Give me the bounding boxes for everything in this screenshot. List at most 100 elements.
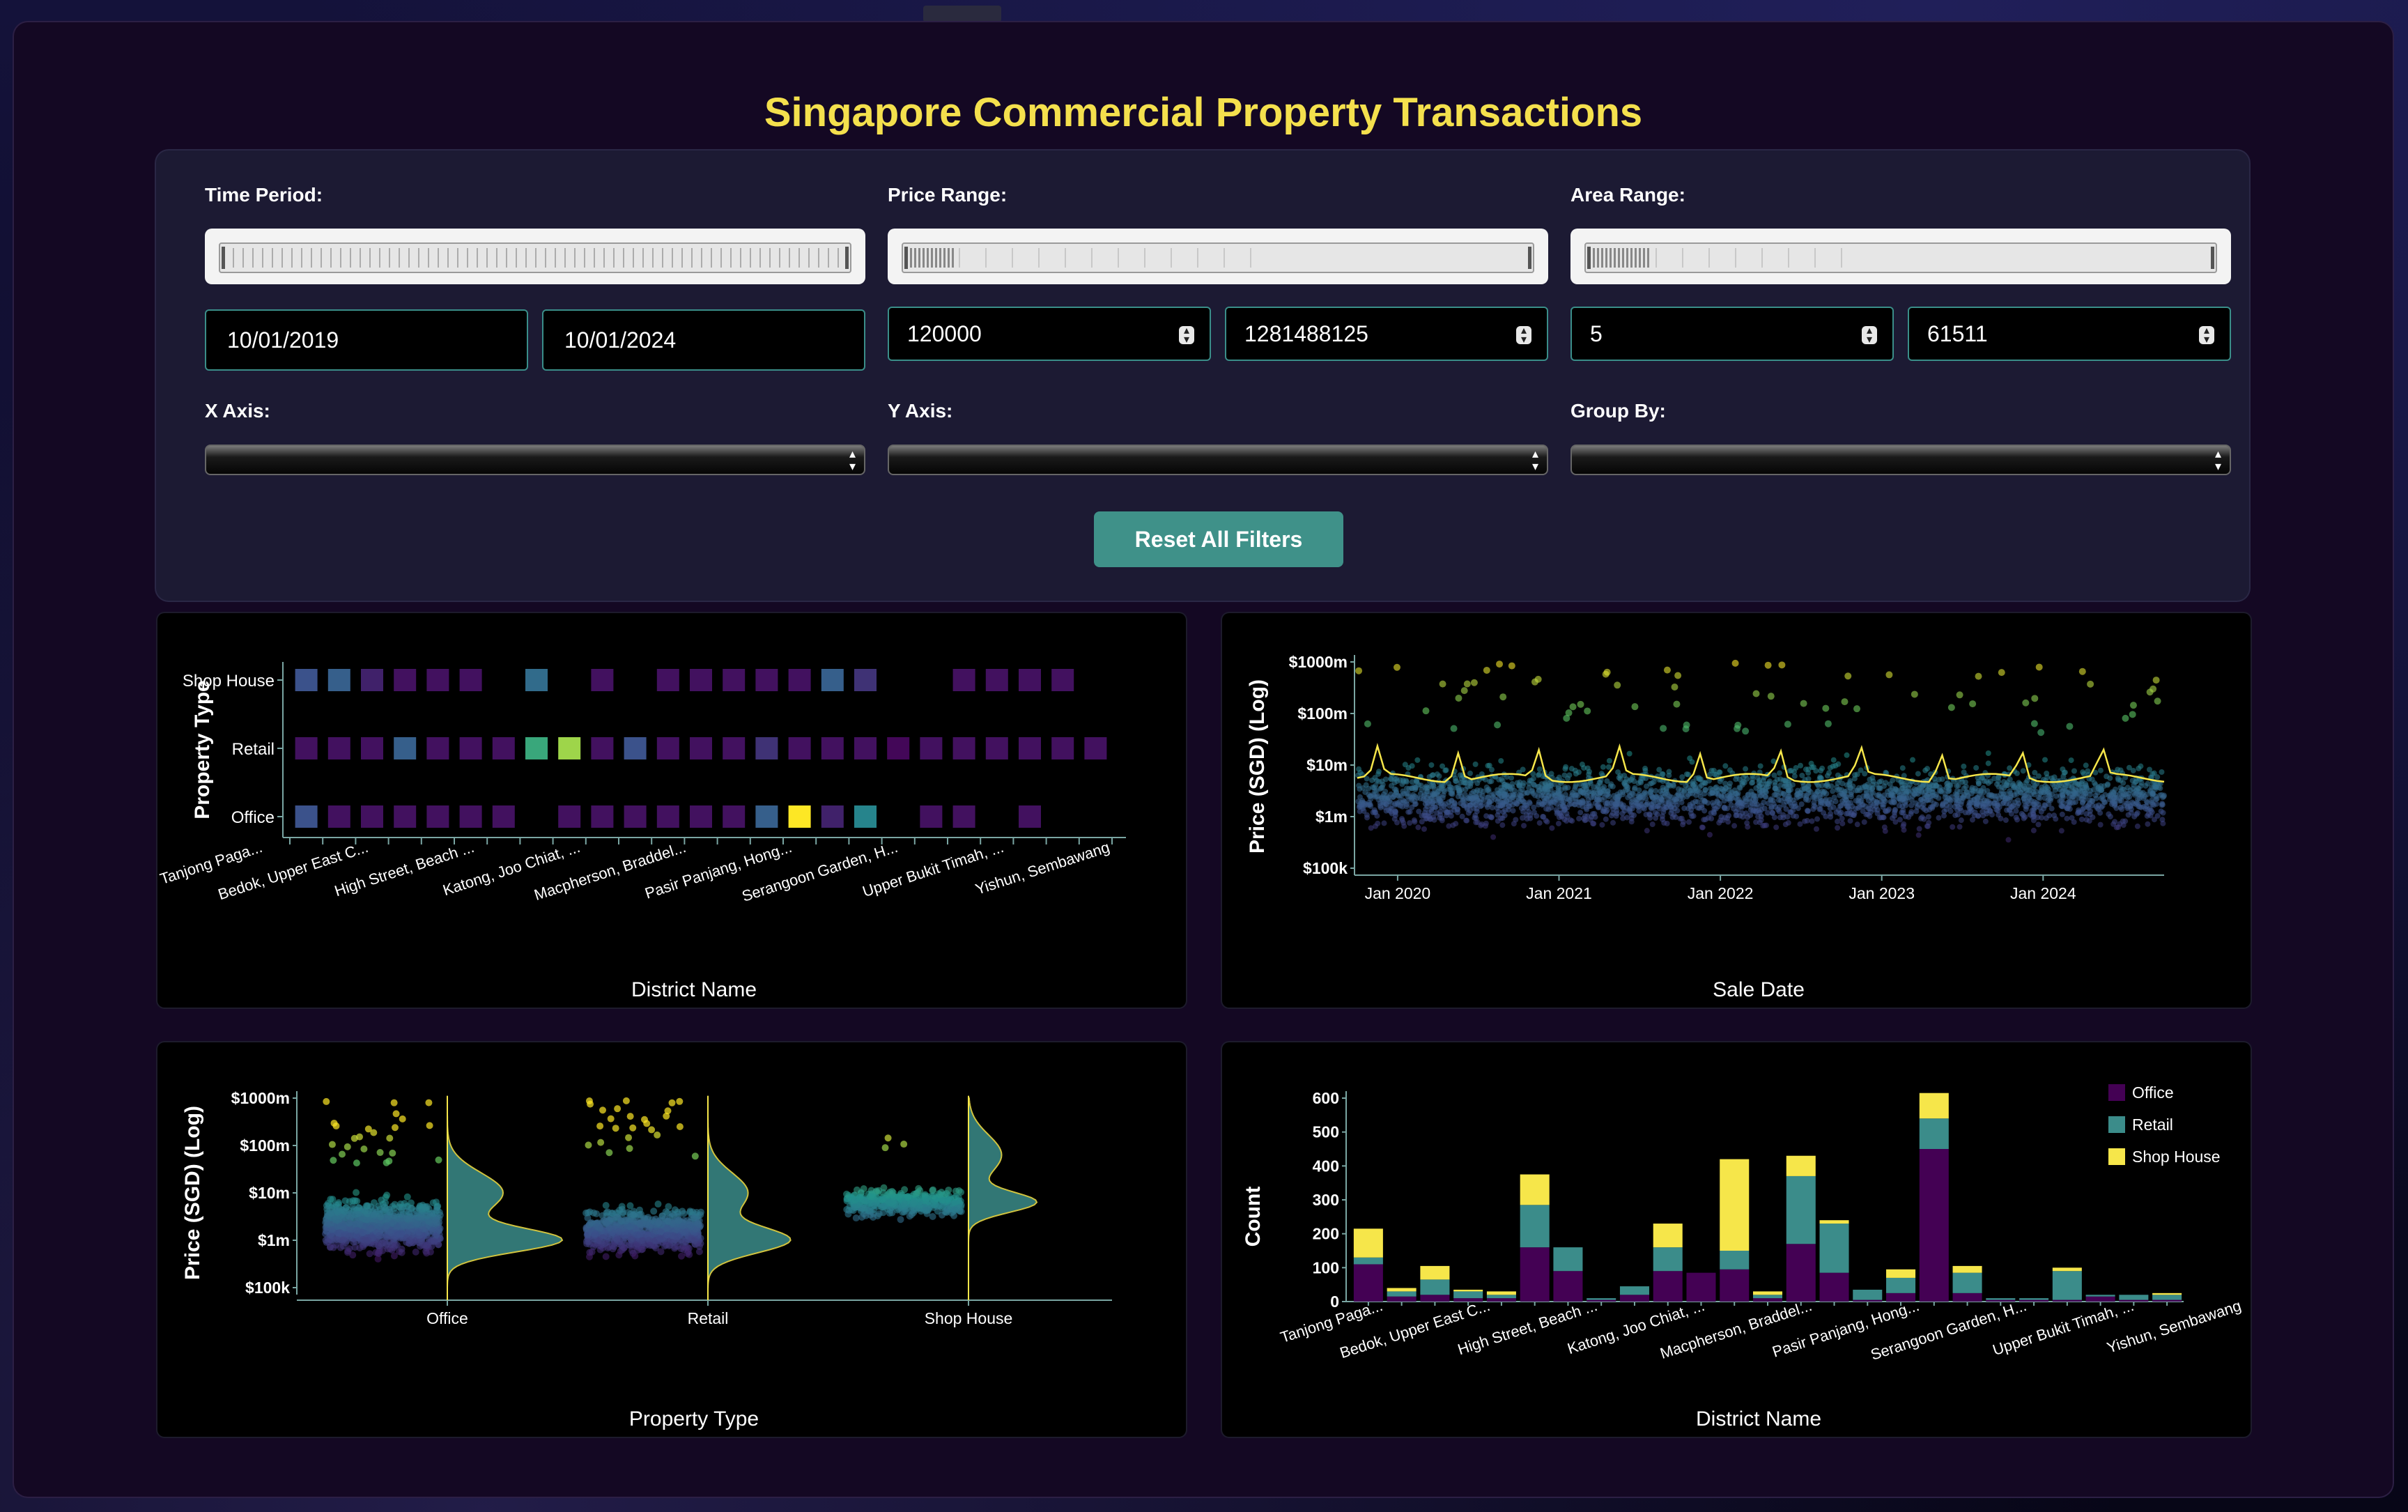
scatter-point: [1452, 776, 1458, 782]
scatter-point: [2110, 821, 2117, 827]
strip-point: [327, 1196, 334, 1203]
reset-filters-button[interactable]: Reset All Filters: [1094, 511, 1343, 567]
scatter-point: [1626, 750, 1633, 757]
scatter-point: [2129, 702, 2137, 709]
strip-point: [603, 1219, 610, 1227]
scatter-point: [1945, 783, 1951, 789]
scatter-point: [2059, 811, 2065, 817]
scatter-point: [2078, 793, 2084, 799]
time-start-input[interactable]: 10/01/2019: [205, 309, 528, 371]
strip-point: [655, 1219, 663, 1226]
strip-point: [370, 1212, 378, 1219]
heatmap-cell: [985, 669, 1008, 691]
scatter-point: [1734, 802, 1740, 808]
heatmap-cell: [723, 805, 746, 828]
scatter-point: [1961, 769, 1967, 776]
stepper-icon[interactable]: ▴ ▾: [1862, 325, 1877, 346]
strip-point: [657, 1248, 665, 1256]
bar-segment-shop-house: [1819, 1220, 1849, 1224]
stepper-icon[interactable]: ▴ ▾: [2199, 325, 2214, 346]
scatter-point: [1878, 815, 1885, 821]
heatmap-cell: [295, 737, 318, 759]
scatter-point: [1791, 773, 1798, 779]
scatter-point: [1467, 770, 1473, 776]
scatter-point: [1930, 789, 1936, 795]
stepper-icon[interactable]: ▴ ▾: [1516, 325, 1531, 346]
price-min-input[interactable]: 120000 ▴ ▾: [888, 307, 1211, 361]
scatter-point: [1899, 765, 1906, 771]
strip-point: [626, 1145, 633, 1152]
time-period-slider[interactable]: [205, 229, 865, 284]
strip-point: [596, 1123, 604, 1130]
scatter-point: [1543, 805, 1550, 812]
scatter-point: [2083, 817, 2090, 823]
scatter-point: [1787, 809, 1793, 815]
scatter-point: [1445, 809, 1451, 815]
scatter-point: [1984, 788, 1991, 794]
scatter-point: [2051, 812, 2058, 819]
scatter-point: [2083, 762, 2089, 769]
scatter-point: [1588, 814, 1594, 820]
scatter-point: [1569, 818, 1575, 824]
area-max-value: 61511: [1927, 321, 1988, 346]
scatter-point: [2129, 711, 2136, 718]
heatmap-cell: [1019, 669, 1041, 691]
price-max-input[interactable]: 1281488125 ▴ ▾: [1225, 307, 1548, 361]
scatter-point: [1611, 793, 1617, 799]
strip-point: [346, 1226, 354, 1233]
bar-segment-retail: [1520, 1205, 1550, 1248]
scatter-point: [1731, 659, 1739, 667]
scatter-point: [1892, 819, 1899, 825]
scatter-point: [1699, 805, 1705, 811]
x-axis-select[interactable]: ▴ ▾: [205, 445, 865, 475]
scatter-point: [1751, 793, 1757, 799]
scatter-point: [1713, 771, 1720, 778]
scatter-point: [1867, 805, 1873, 812]
scatter-point: [1996, 812, 2002, 818]
heatmap-cell: [755, 805, 778, 828]
scatter-point: [1854, 771, 1860, 778]
y-axis-title: Count: [1242, 1187, 1265, 1247]
heatmap-cell: [492, 737, 515, 759]
scatter-point: [1979, 808, 1986, 815]
scatter-point: [1680, 821, 1686, 828]
heatmap-cell: [361, 805, 383, 828]
strip-point: [663, 1241, 670, 1249]
group-by-select[interactable]: ▴ ▾: [1570, 445, 2231, 475]
strip-point: [626, 1113, 634, 1120]
strip-point: [593, 1223, 601, 1231]
price-range-slider[interactable]: [888, 229, 1548, 284]
strip-point: [403, 1214, 411, 1222]
scatter-point: [1391, 794, 1397, 800]
stepper-icon[interactable]: ▴ ▾: [1179, 325, 1194, 346]
scatter-point: [1950, 824, 1956, 830]
strip-point: [356, 1244, 364, 1252]
strip-point: [386, 1237, 394, 1245]
scatter-point: [1554, 810, 1560, 817]
scatter-point: [1800, 700, 1807, 707]
strip-point: [614, 1105, 622, 1113]
scatter-point: [1608, 812, 1614, 819]
strip-point: [880, 1184, 888, 1191]
bar-segment-shop-house: [1786, 1155, 1816, 1176]
area-range-slider[interactable]: [1570, 229, 2231, 284]
scatter-point: [1538, 792, 1545, 799]
scatter-point: [1486, 799, 1492, 805]
area-min-input[interactable]: 5 ▴ ▾: [1570, 307, 1894, 361]
scatter-point: [1454, 807, 1460, 813]
area-max-input[interactable]: 61511 ▴ ▾: [1908, 307, 2231, 361]
strip-point: [374, 1255, 382, 1263]
scatter-point: [1733, 776, 1739, 782]
scatter-point: [1839, 820, 1846, 826]
scatter-point: [2071, 768, 2077, 774]
scatter-point: [2098, 795, 2104, 801]
time-end-input[interactable]: 10/01/2024: [542, 309, 865, 371]
time-period-group: Time Period: 10/01/2019 10/01/2024: [205, 184, 865, 371]
strip-point: [413, 1220, 421, 1228]
scatter-point: [1518, 793, 1525, 799]
bar-segment-retail: [1819, 1224, 1849, 1273]
y-axis-select[interactable]: ▴ ▾: [888, 445, 1548, 475]
strip-point: [629, 1124, 637, 1132]
scatter-point: [1649, 794, 1656, 801]
scatter-point: [1890, 777, 1896, 783]
